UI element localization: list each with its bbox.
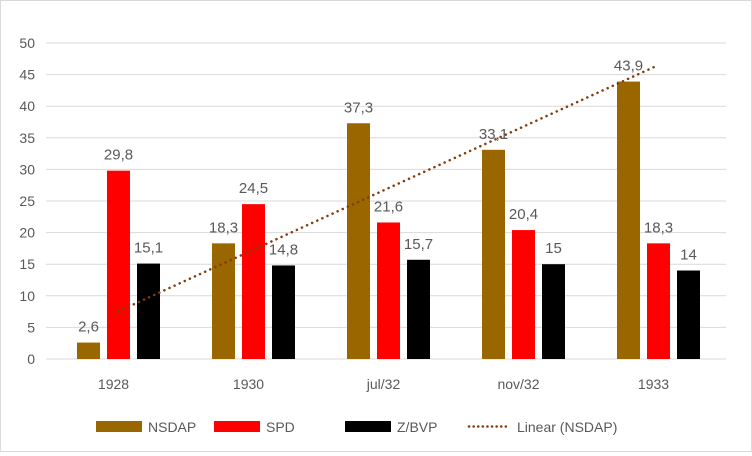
x-tick-label: 1930 <box>233 376 264 392</box>
bar-spd-3 <box>512 230 535 359</box>
bar-zbvp-2 <box>407 259 430 359</box>
y-tick-label: 20 <box>19 225 35 241</box>
data-label: 20,4 <box>509 206 538 223</box>
legend-swatch-nsdap <box>96 421 142 432</box>
y-tick-label: 40 <box>19 98 35 114</box>
legend-swatch-spd <box>214 421 260 432</box>
data-label: 21,6 <box>374 198 403 215</box>
y-tick-label: 30 <box>19 161 35 177</box>
y-tick-label: 5 <box>27 319 35 335</box>
trendline-group <box>117 63 660 313</box>
bar-zbvp-1 <box>272 265 295 359</box>
data-label: 29,8 <box>104 147 133 164</box>
trendline <box>117 63 660 313</box>
legend-label: SPD <box>266 419 295 435</box>
bars <box>77 81 700 359</box>
data-labels: 2,6 18,3 37,3 33,1 43,9 29,8 24,5 21,6 20,4 18,3 1… <box>78 58 697 336</box>
data-label: 37,3 <box>344 99 373 116</box>
data-label: 15 <box>545 240 562 257</box>
bar-spd-2 <box>377 222 400 359</box>
data-label: 14 <box>680 247 697 264</box>
data-label: 2,6 <box>78 319 99 336</box>
data-label: 33,1 <box>479 126 508 143</box>
y-tick-label: 15 <box>19 256 35 272</box>
bar-zbvp-4 <box>677 270 700 359</box>
bar-nsdap-0 <box>77 342 100 359</box>
y-tick-label: 0 <box>27 351 35 367</box>
y-tick-label: 35 <box>19 130 35 146</box>
x-tick-label: jul/32 <box>366 376 401 392</box>
x-tick-label: 1933 <box>638 376 669 392</box>
x-axis-ticks: 1928 1930 jul/32 nov/32 1933 <box>98 376 669 392</box>
x-tick-label: nov/32 <box>497 376 539 392</box>
y-axis-ticks: 0 5 10 15 20 25 30 35 40 45 50 <box>19 35 35 367</box>
data-label: 15,7 <box>404 236 433 253</box>
legend-swatch-zbvp <box>345 421 391 432</box>
y-tick-label: 10 <box>19 288 35 304</box>
legend: NSDAP SPD Z/BVP Linear (NSDAP) <box>96 419 617 435</box>
bar-spd-4 <box>647 243 670 359</box>
y-tick-label: 45 <box>19 67 35 83</box>
data-label: 15,1 <box>134 240 163 257</box>
legend-label: NSDAP <box>148 419 196 435</box>
data-label: 43,9 <box>614 58 643 75</box>
bar-zbvp-3 <box>542 264 565 359</box>
bar-nsdap-2 <box>347 123 370 359</box>
data-label: 18,3 <box>644 219 673 236</box>
x-tick-label: 1928 <box>98 376 129 392</box>
legend-label: Z/BVP <box>397 419 437 435</box>
y-tick-label: 50 <box>19 35 35 51</box>
bar-zbvp-0 <box>137 263 160 359</box>
legend-label: Linear (NSDAP) <box>517 419 617 435</box>
bar-spd-0 <box>107 170 130 359</box>
bar-spd-1 <box>242 204 265 359</box>
y-tick-label: 25 <box>19 193 35 209</box>
bar-nsdap-4 <box>617 81 640 359</box>
data-label: 18,3 <box>209 219 238 236</box>
bar-nsdap-1 <box>212 243 235 359</box>
data-label: 24,5 <box>239 180 268 197</box>
data-label: 14,8 <box>269 241 298 258</box>
bar-nsdap-3 <box>482 149 505 359</box>
